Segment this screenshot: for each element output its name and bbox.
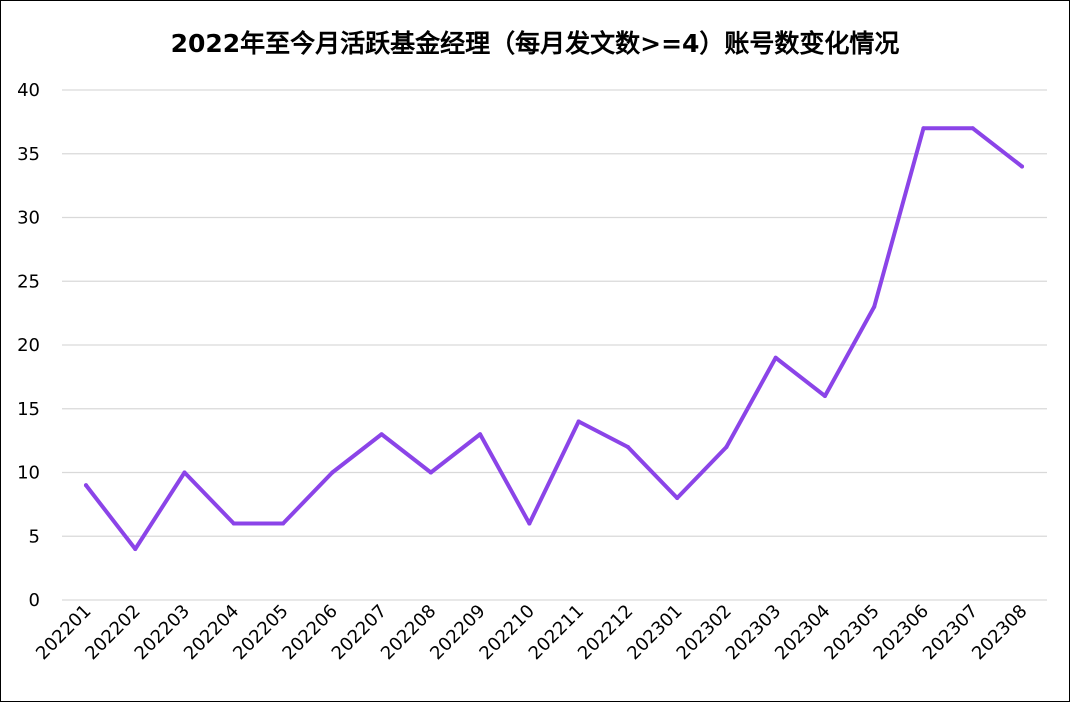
data-point xyxy=(822,394,827,398)
data-point xyxy=(625,445,630,449)
chart-title: 2022年至今月活跃基金经理（每月发文数>=4）账号数变化情况 xyxy=(171,29,900,58)
x-tick-label: 202308 xyxy=(968,601,1031,664)
gridlines xyxy=(62,89,1047,601)
y-tick-label: 40 xyxy=(17,80,40,101)
y-axis-ticks: 0 5 10 15 20 25 30 35 40 xyxy=(17,80,40,611)
data-point xyxy=(133,547,138,551)
data-point xyxy=(576,419,581,424)
data-point xyxy=(428,470,433,475)
data-point xyxy=(379,432,384,437)
data-point xyxy=(330,470,335,475)
y-tick-label: 30 xyxy=(17,208,40,229)
data-point xyxy=(773,355,778,360)
data-point xyxy=(281,521,286,526)
y-tick-label: 25 xyxy=(17,271,40,292)
y-tick-label: 35 xyxy=(17,144,40,165)
data-point xyxy=(1020,164,1024,169)
data-point xyxy=(872,304,877,309)
series-line xyxy=(84,126,1024,551)
data-point xyxy=(675,496,680,500)
data-point xyxy=(182,470,187,475)
data-point xyxy=(527,521,532,526)
y-tick-label: 5 xyxy=(29,526,40,547)
y-tick-label: 20 xyxy=(17,335,40,356)
data-point xyxy=(231,521,236,526)
y-tick-label: 0 xyxy=(29,590,40,611)
y-tick-label: 15 xyxy=(17,399,40,420)
data-point xyxy=(724,445,729,449)
data-point xyxy=(921,126,926,131)
y-tick-label: 10 xyxy=(17,463,40,484)
data-point xyxy=(84,483,88,488)
data-point xyxy=(478,432,483,437)
x-axis-ticks: 2022012022022022032022042022052022062022… xyxy=(32,601,1031,664)
series-layer xyxy=(84,126,1024,551)
data-point xyxy=(970,126,975,131)
